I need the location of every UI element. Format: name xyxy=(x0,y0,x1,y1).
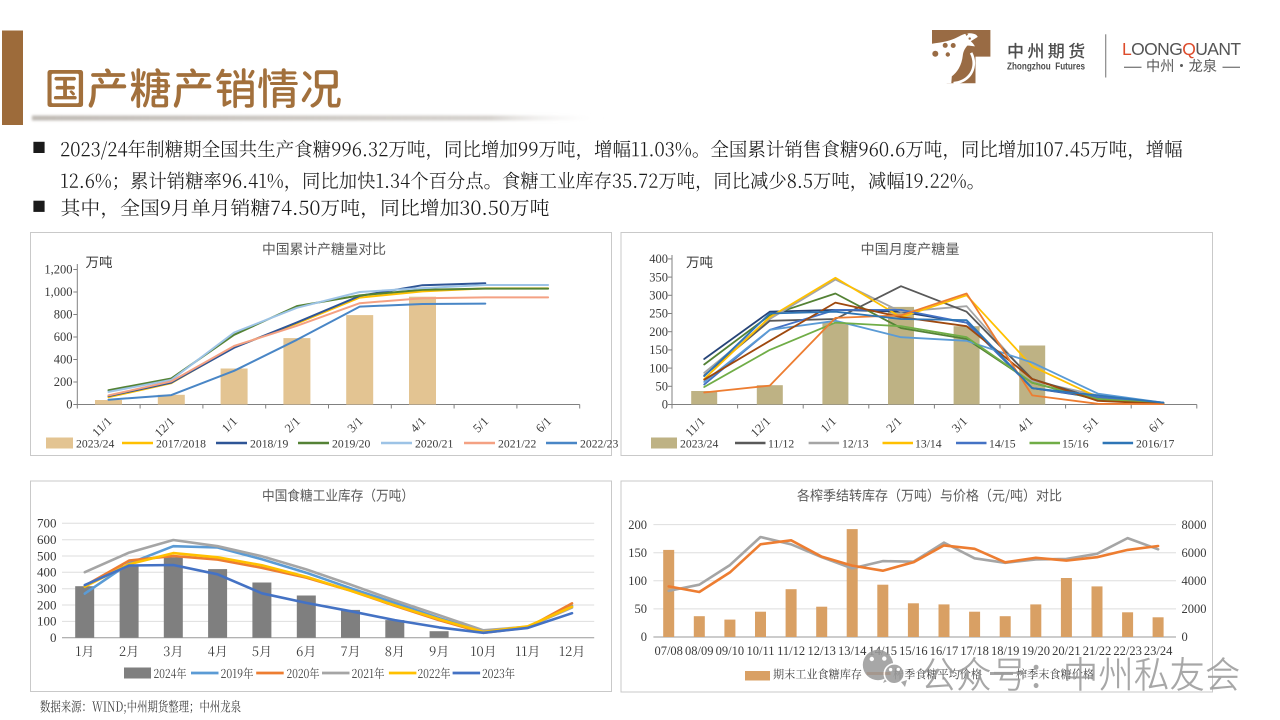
svg-text:LOONGQUANT: LOONGQUANT xyxy=(1122,39,1241,59)
svg-text:8000: 8000 xyxy=(1182,518,1207,532)
svg-text:13/14: 13/14 xyxy=(915,438,942,451)
svg-text:100: 100 xyxy=(628,574,647,588)
svg-text:22/23: 22/23 xyxy=(1113,644,1141,658)
svg-text:1,000: 1,000 xyxy=(44,285,72,299)
svg-text:200: 200 xyxy=(649,325,668,339)
svg-text:200: 200 xyxy=(628,518,647,532)
svg-text:100: 100 xyxy=(37,614,57,629)
svg-text:600: 600 xyxy=(54,330,73,344)
svg-text:500: 500 xyxy=(37,548,57,563)
svg-text:07/08: 07/08 xyxy=(654,644,682,658)
svg-text:21/22: 21/22 xyxy=(1083,644,1111,658)
svg-text:2023/24: 2023/24 xyxy=(76,438,114,451)
svg-text:600: 600 xyxy=(37,532,57,547)
svg-text:2018/19: 2018/19 xyxy=(250,438,288,451)
svg-text:11/12: 11/12 xyxy=(777,644,805,658)
svg-text:17/18: 17/18 xyxy=(960,644,988,658)
svg-text:400: 400 xyxy=(37,565,57,580)
svg-text:200: 200 xyxy=(54,375,73,389)
svg-text:11/12: 11/12 xyxy=(768,438,794,451)
svg-text:300: 300 xyxy=(649,289,668,303)
svg-text:100: 100 xyxy=(649,361,668,375)
svg-text:2019/20: 2019/20 xyxy=(332,438,370,451)
svg-text:Zhongzhou Futures: Zhongzhou Futures xyxy=(1007,61,1085,72)
svg-text:2016/17: 2016/17 xyxy=(1136,438,1174,451)
svg-text:2023/24: 2023/24 xyxy=(680,438,718,451)
svg-text:15/16: 15/16 xyxy=(1062,438,1089,451)
svg-text:18/19: 18/19 xyxy=(991,644,1019,658)
svg-text:2000: 2000 xyxy=(1182,602,1207,616)
svg-text:20/21: 20/21 xyxy=(1052,644,1080,658)
svg-text:0: 0 xyxy=(1182,630,1188,644)
svg-text:08/09: 08/09 xyxy=(685,644,713,658)
svg-text:150: 150 xyxy=(628,546,647,560)
svg-text:16/17: 16/17 xyxy=(930,644,958,658)
svg-text:0: 0 xyxy=(66,398,72,412)
svg-text:09/10: 09/10 xyxy=(716,644,744,658)
svg-text:150: 150 xyxy=(649,343,668,357)
svg-text:19/20: 19/20 xyxy=(1022,644,1050,658)
svg-text:12/13: 12/13 xyxy=(807,644,835,658)
svg-text:4000: 4000 xyxy=(1182,574,1207,588)
svg-text:0: 0 xyxy=(662,398,668,412)
svg-text:10/11: 10/11 xyxy=(746,644,774,658)
svg-text:14/15: 14/15 xyxy=(989,438,1016,451)
svg-text:200: 200 xyxy=(37,597,57,612)
svg-text:250: 250 xyxy=(649,307,668,321)
svg-text:300: 300 xyxy=(37,581,57,596)
svg-text:2017/2018: 2017/2018 xyxy=(156,438,206,451)
svg-text:50: 50 xyxy=(635,602,648,616)
svg-text:15/16: 15/16 xyxy=(899,644,927,658)
svg-text:400: 400 xyxy=(54,353,73,367)
svg-text:0: 0 xyxy=(641,630,647,644)
svg-text:2022/23: 2022/23 xyxy=(580,438,618,451)
svg-text:2020/21: 2020/21 xyxy=(415,438,453,451)
svg-text:700: 700 xyxy=(37,516,57,531)
svg-text:350: 350 xyxy=(649,270,668,284)
svg-text:50: 50 xyxy=(656,380,669,394)
svg-text:800: 800 xyxy=(54,308,73,322)
svg-text:400: 400 xyxy=(649,252,668,266)
svg-text:2021/22: 2021/22 xyxy=(498,438,536,451)
svg-text:6000: 6000 xyxy=(1182,546,1207,560)
svg-text:13/14: 13/14 xyxy=(838,644,867,658)
svg-text:12/13: 12/13 xyxy=(842,438,869,451)
svg-text:0: 0 xyxy=(50,630,57,645)
svg-text:1,200: 1,200 xyxy=(44,263,72,277)
svg-text:23/24: 23/24 xyxy=(1144,644,1173,658)
